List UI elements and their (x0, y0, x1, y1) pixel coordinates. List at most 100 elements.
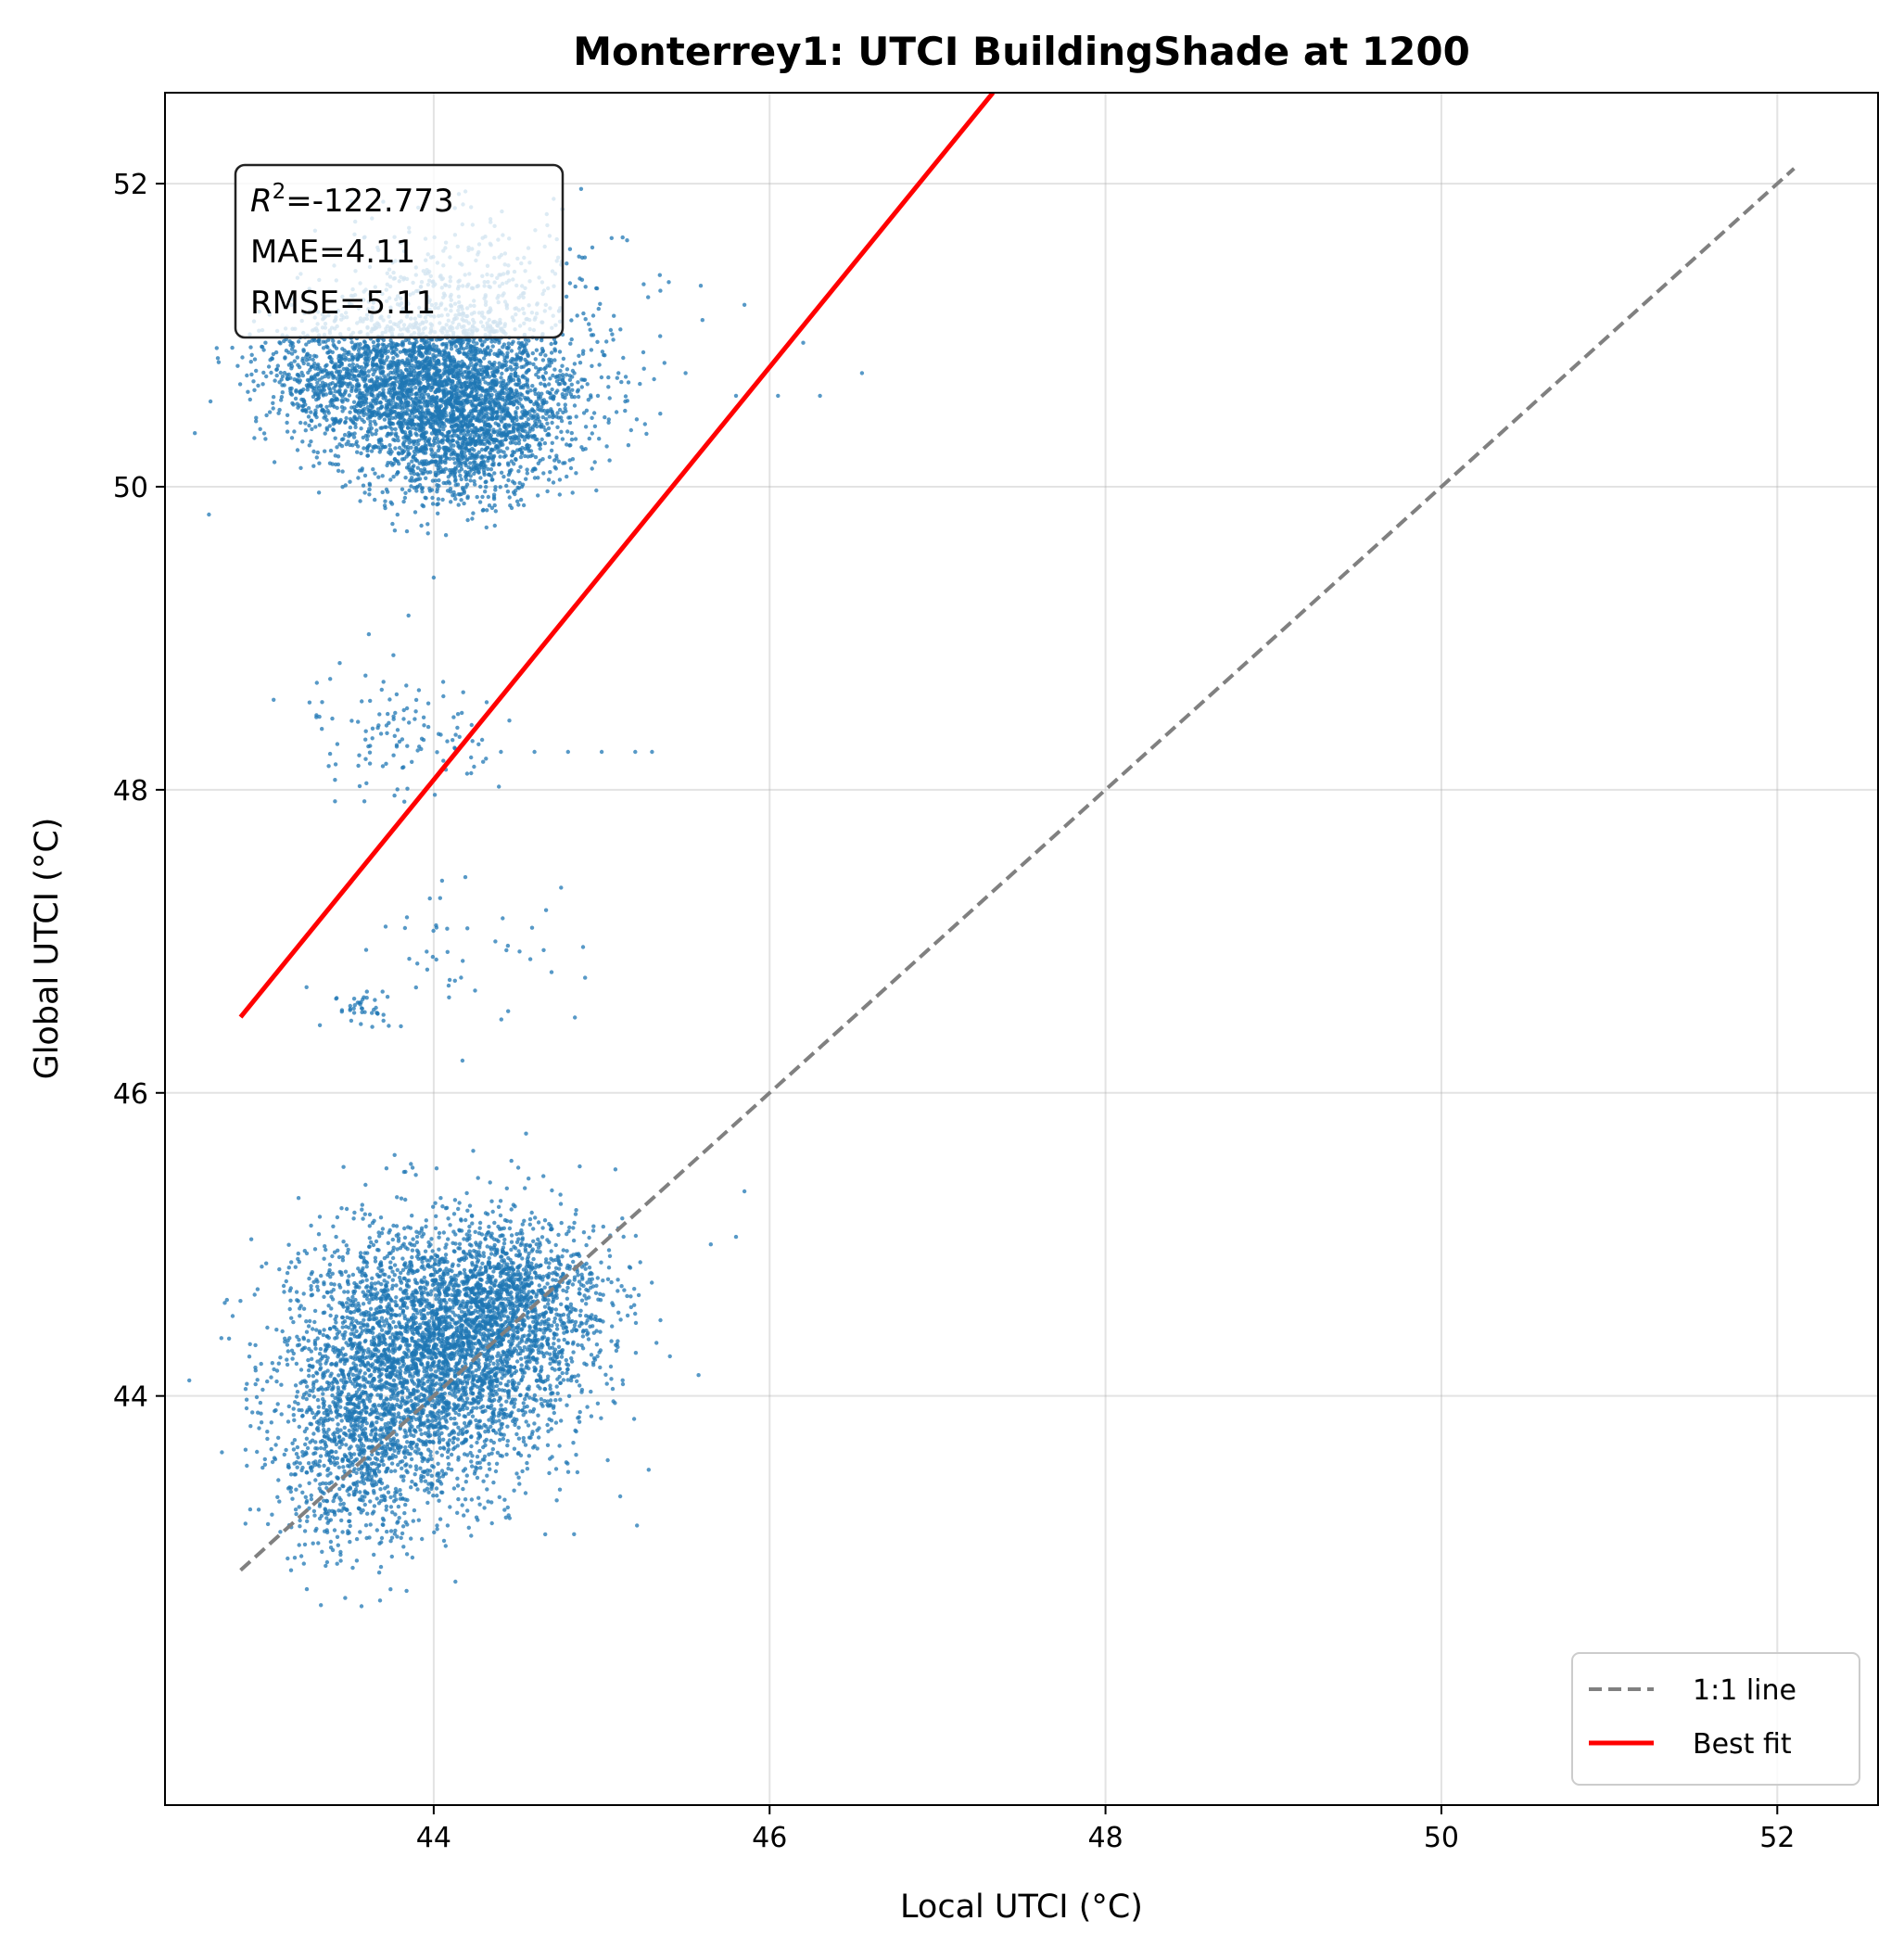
scatter-point (407, 353, 413, 358)
scatter-point (549, 350, 554, 355)
scatter-point (612, 313, 616, 318)
scatter-point (392, 528, 398, 533)
scatter-point (274, 373, 279, 378)
scatter-point (381, 388, 386, 392)
scatter-point (548, 391, 552, 396)
scatter-point (383, 425, 387, 429)
scatter-point (391, 653, 396, 657)
scatter-point (435, 483, 439, 488)
scatter-point (455, 452, 460, 457)
scatter-point (447, 995, 451, 1000)
scatter-point (359, 451, 363, 456)
scatter-point (594, 286, 599, 291)
scatter-point (444, 445, 449, 450)
scatter-point (487, 472, 492, 477)
scatter-point (377, 450, 382, 454)
scatter-point (193, 431, 197, 436)
scatter-point (415, 748, 420, 753)
scatter-point (533, 437, 538, 441)
scatter-point (439, 352, 444, 358)
scatter-point (575, 313, 579, 318)
scatter-point (392, 793, 397, 798)
scatter-point (487, 1461, 491, 1467)
scatter-point (382, 417, 387, 422)
scatter-point (377, 712, 382, 717)
scatter-point (543, 370, 548, 375)
scatter-point (534, 348, 539, 352)
scatter-point (439, 454, 445, 459)
scatter-point (367, 1212, 373, 1217)
scatter-point (386, 413, 390, 417)
scatter-point (248, 1507, 253, 1512)
scatter-point (363, 948, 369, 952)
scatter-point (435, 750, 439, 755)
scatter-point (506, 377, 512, 382)
scatter-point (585, 382, 590, 387)
scatter-point (395, 728, 400, 732)
scatter-point (576, 380, 580, 385)
scatter-point (458, 492, 463, 497)
scatter-point (465, 494, 470, 499)
scatter-point (517, 346, 522, 351)
scatter-point (581, 349, 586, 353)
scatter-point (410, 759, 414, 764)
scatter-point (451, 412, 456, 417)
scatter-point (484, 485, 489, 490)
scatter-point (264, 374, 269, 379)
scatter-point (387, 1024, 391, 1028)
scatter-point (475, 392, 479, 398)
scatter-point (349, 388, 354, 393)
scatter-point (382, 374, 387, 378)
scatter-point (348, 479, 352, 484)
scatter-point (595, 393, 601, 399)
scatter-point (459, 975, 463, 980)
scatter-point (657, 273, 662, 277)
scatter-point (497, 784, 501, 789)
scatter-point (270, 356, 274, 362)
scatter-point (499, 470, 504, 475)
scatter-point (532, 476, 538, 480)
scatter-point (387, 388, 392, 392)
scatter-point (441, 758, 446, 763)
scatter-point (486, 381, 490, 387)
scatter-point (547, 382, 552, 387)
scatter-point (494, 381, 499, 387)
scatter-point (545, 421, 550, 426)
scatter-point (292, 359, 297, 363)
scatter-point (552, 347, 557, 351)
scatter-point (476, 379, 481, 385)
scatter-point (296, 363, 300, 367)
scatter-point (485, 423, 489, 428)
scatter-point (331, 427, 336, 433)
scatter-point (440, 680, 446, 684)
scatter-point (409, 484, 413, 489)
scatter-point (307, 423, 311, 428)
scatter-point (303, 428, 308, 433)
scatter-point (574, 471, 578, 476)
scatter-point (471, 511, 476, 515)
scatter-point (554, 374, 560, 379)
scatter-point (463, 437, 468, 442)
scatter-point (456, 401, 461, 406)
scatter-point (215, 356, 221, 361)
scatter-point (475, 341, 479, 346)
scatter-point (569, 337, 574, 342)
scatter-point (501, 345, 505, 350)
scatter-point (418, 467, 424, 473)
scatter-point (282, 338, 286, 344)
scatter-point (368, 423, 373, 427)
scatter-point (552, 358, 557, 363)
scatter-point (331, 418, 336, 423)
scatter-point (393, 426, 398, 432)
scatter-point (468, 478, 473, 483)
scatter-point (280, 374, 286, 379)
scatter-point (448, 397, 453, 401)
scatter-point (445, 378, 450, 383)
scatter-point (298, 389, 303, 394)
scatter-point (272, 460, 277, 464)
scatter-point (413, 709, 418, 714)
scatter-point (254, 368, 259, 374)
scatter-point (437, 477, 441, 483)
scatter-point (482, 388, 488, 394)
